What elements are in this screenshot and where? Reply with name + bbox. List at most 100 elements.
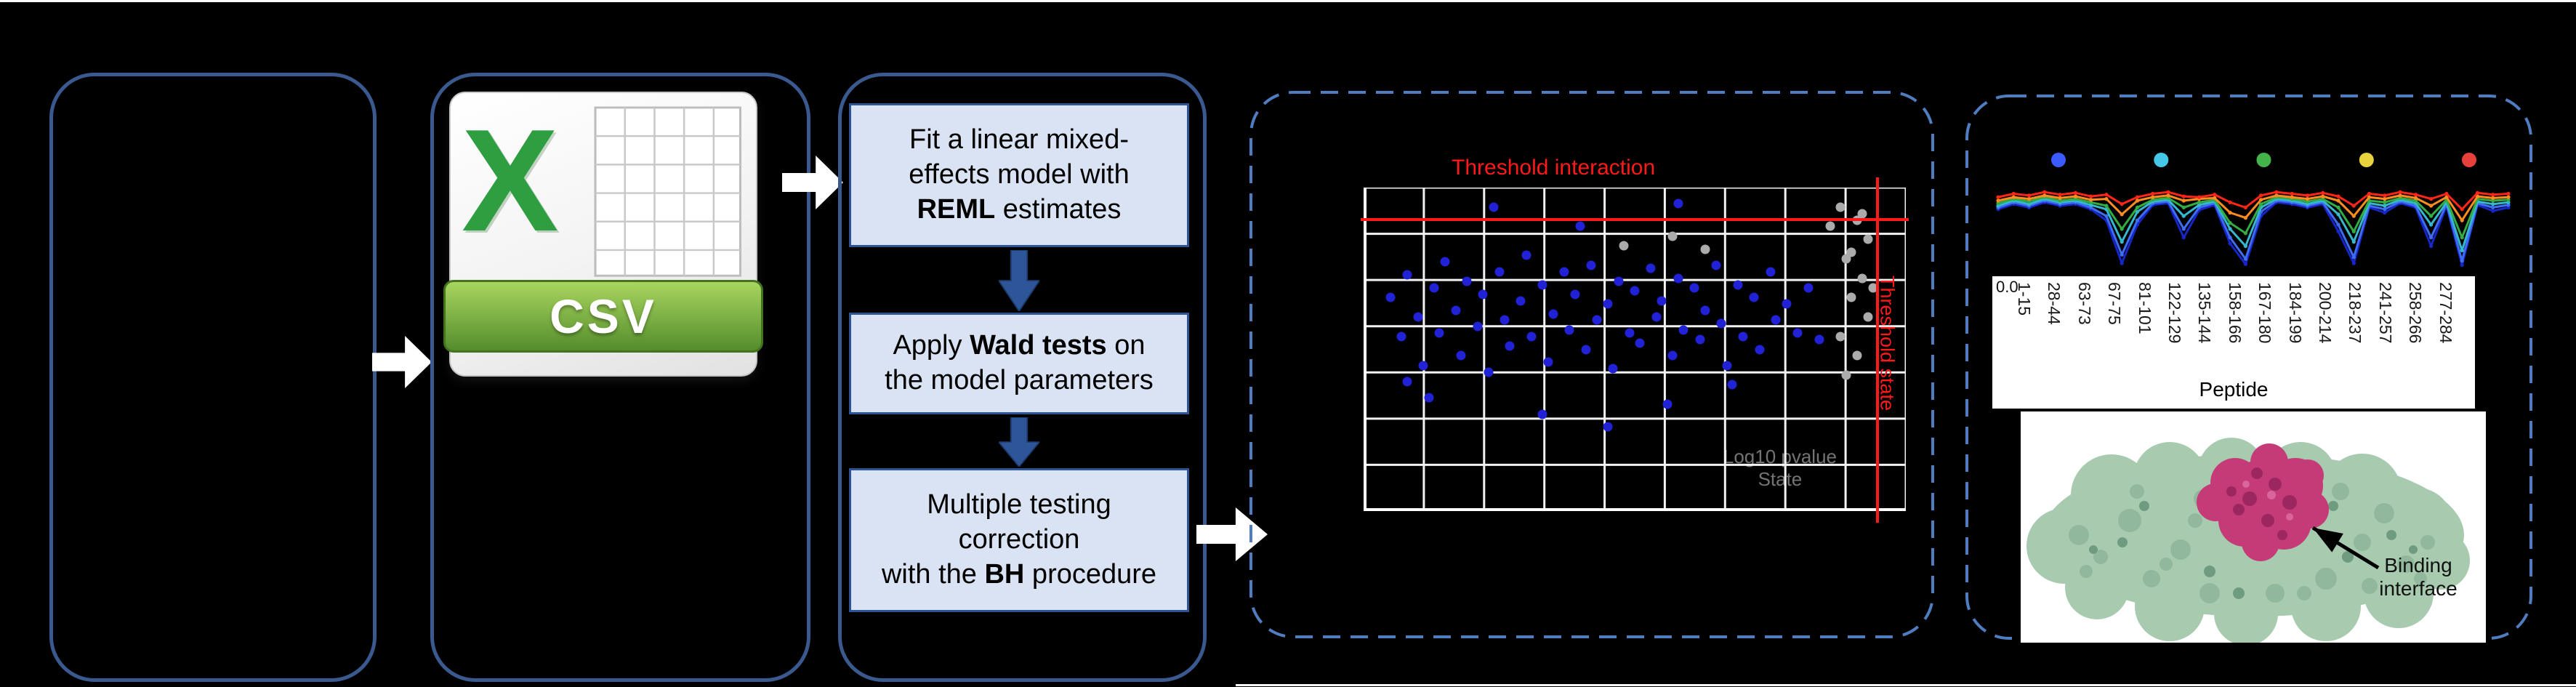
threshold-state-line [1875,177,1879,523]
scatter-point [1803,283,1814,293]
scatter-point [1782,299,1792,309]
binding-interface-caption: Binding interface [2379,554,2458,600]
peptide-tick-label: 167-180 [2255,282,2275,344]
scatter-point [1755,345,1765,354]
scatter-point [1700,244,1710,254]
scatter-point [1537,280,1547,289]
step-fit-model: Fit a linear mixed- effects model with R… [849,103,1189,247]
dashed-border [1249,91,1934,638]
scatter-point [1385,292,1396,302]
scatter-point [1846,292,1856,302]
scatter-point [1667,350,1678,361]
arrow-right-icon [372,336,432,388]
protein-structure-panel: Binding interface [2021,411,2486,646]
scatter-point [1857,273,1867,284]
plot-grid [1364,188,1906,511]
peptide-tick-label: 200-214 [2316,282,2335,344]
scatter-point [1526,332,1537,342]
scatter-point [1462,276,1472,286]
protein-surface-shadows [2089,501,2418,599]
scatter-point [1424,393,1434,403]
scatter-point [1575,221,1585,231]
threshold-state-label: Threshold state [1876,275,1899,411]
scatter-point [1586,260,1596,270]
scatter-point [1608,363,1618,374]
csv-banner-label: CSV [550,289,657,343]
arrow-down-icon [999,417,1039,467]
step-fit-model-text: Fit a linear mixed- effects model with R… [909,124,1130,225]
spreadsheet-grid-icon [594,106,742,277]
y-axis-tick: 0.0 [1996,278,2018,296]
scatter-point [1548,309,1558,319]
scatter-point [1662,399,1673,409]
scatter-point [1727,379,1737,390]
statistical-validation-box [1249,90,1935,639]
scatter-point [1814,334,1824,345]
scatter-point [1695,334,1705,345]
scatter-point [1646,263,1656,273]
scatter-point [1792,328,1803,338]
scatter-point [1733,280,1743,289]
scatter-point [1673,273,1683,284]
scatter-point [1614,276,1624,286]
scatter-point [1657,296,1667,306]
peptide-tick-label: 218-237 [2346,282,2365,344]
scatter-point [1516,296,1526,306]
peptide-tick-label: 1-15 [2015,282,2034,316]
scatter-point [1841,370,1851,380]
scatter-point [1581,345,1591,354]
scatter-point [1402,270,1412,280]
step-wald-tests-text: Apply Wald tests on the model parameters [885,330,1154,395]
threshold-interaction-label: Threshold interaction [1452,156,1656,180]
experimental-design-box [49,73,377,682]
scatter-point [1667,231,1678,241]
scatter-point [1863,312,1873,322]
scatter-point [1559,267,1569,277]
scatter-point [1771,315,1781,325]
scatter-point [1543,357,1553,367]
peptide-tick-label: 63-73 [2074,282,2094,325]
scatter-point [1473,321,1483,332]
scatter-point [1863,234,1873,244]
peptide-tick-label: 184-199 [2285,282,2305,344]
scatter-point [1564,325,1574,335]
scatter-point [1835,332,1846,342]
csv-input-box [430,73,810,682]
peptide-tick-label: 158-166 [2225,282,2245,344]
scatter-point [1440,257,1450,267]
scatter-point [1429,283,1439,293]
binding-interface-highlights [2242,481,2293,521]
scatter-point [1857,209,1867,219]
step-bh-correction: Multiple testing correction with the BH … [849,468,1189,612]
scatter-point [1678,325,1689,335]
slide-border-top [0,0,2576,2]
excel-x-logo: X [461,99,559,262]
step-wald-tests: Apply Wald tests on the model parameters [849,313,1189,414]
peptide-axis-panel: 0.0 1-15 28-44 63-73 67-75 81-101 122-129 135-… [1992,276,2475,409]
scatter-point [1500,315,1510,325]
scatter-point [1673,198,1683,209]
peptide-tick-label: 28-44 [2045,282,2064,325]
protein-surface-image [2026,438,2470,646]
slide-border-bottom [1236,684,2576,686]
scatter-point [1835,202,1846,212]
peptide-tick-label: 258-266 [2406,282,2426,344]
scatter-point [1738,332,1748,342]
binding-interface-arrow [2311,526,2380,570]
binding-interface-shadows [2226,467,2297,540]
scatter-point [1418,361,1428,371]
scatter-point [1749,292,1759,302]
arrow-right-icon [782,156,843,209]
scatter-point [1722,361,1732,371]
scatter-point [1711,260,1721,270]
scatter-point [1603,422,1613,432]
scatter-point [1689,283,1699,293]
scatter-point [1630,286,1640,296]
scatter-points-layer [1364,188,1906,511]
scatter-point [1868,283,1878,293]
scatter-point [1537,409,1547,419]
peptide-tick-label: 241-257 [2375,282,2395,344]
scatter-point [1625,328,1635,338]
scatter-point [1635,338,1645,348]
scatter-point [1852,350,1862,361]
